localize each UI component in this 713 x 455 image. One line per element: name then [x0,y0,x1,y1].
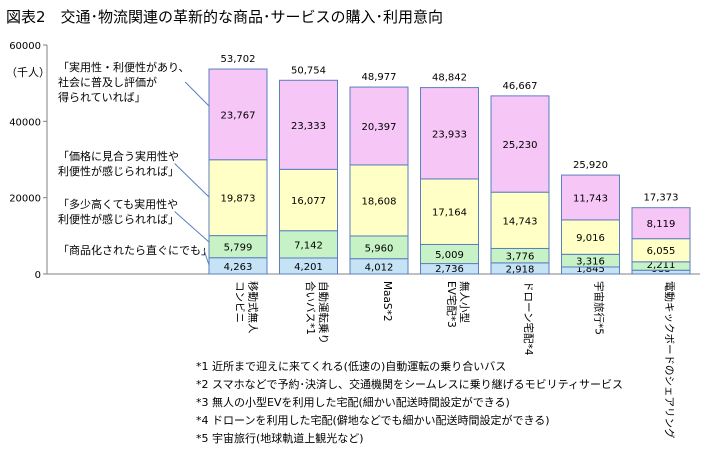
y-axis-unit: （千人） [6,66,50,79]
category-label: EV宅配*3 [445,281,458,328]
data-label: 2,736 [435,264,464,275]
legend-pointer [174,211,210,243]
bar-segment [208,68,268,161]
legend-pointer [203,249,210,266]
legend-label: 「商品化されたら直ぐにでも」 [58,243,212,257]
total-label: 48,842 [432,73,467,84]
data-label: 6,055 [647,246,676,257]
total-label: 46,667 [503,81,538,92]
bar-segment [561,174,620,221]
legend-pointer [174,163,210,198]
total-label: 53,702 [221,54,256,65]
data-label: 3,316 [576,257,605,268]
footnote-5: *5 宇宙旅行(地球軌道上観光など) [196,432,364,445]
category-label: コンビニ [234,281,246,323]
total-label: 25,920 [573,160,608,171]
category-label: 移動式無人 [247,281,260,334]
bar-segment [279,79,338,170]
category-label: 無人小型 [458,281,471,323]
legend-label: 利便性が感じられれば」 [58,212,179,226]
data-label: 5,960 [365,243,394,254]
total-label: 48,977 [362,72,397,83]
data-label: 4,263 [224,262,253,273]
data-label: 7,142 [294,240,323,251]
legend-label: 「実用性・利便性があり、 [58,60,190,74]
category-label: 自動運転乗り [317,281,330,344]
bar-segment [279,230,338,259]
data-label: 16,077 [291,196,326,207]
data-label: 14,743 [503,216,538,227]
category-label: 合いバス*1 [304,281,317,335]
data-label: 17,164 [432,208,467,219]
legend-pointer [184,81,210,107]
legend-label: 利便性が感じられれば」 [58,164,179,178]
bar-segment [490,191,550,249]
data-label: 9,016 [576,233,605,244]
data-label: 8,119 [647,219,676,230]
bar-segment [490,95,550,193]
y-tick-label: 20000 [9,194,41,205]
y-tick-label: 0 [35,270,41,281]
legend-label: 「多少高くても実用性や [58,197,178,211]
legend-label: 社会に普及し評価が [58,75,157,89]
total-label: 50,754 [291,65,326,76]
category-label: 電動キックボードのシェアリング [663,281,676,439]
data-label: 5,799 [224,243,253,254]
data-label: 23,333 [291,121,326,132]
legend-label: 得られていれば」 [58,91,146,104]
category-label: ドローン宅配*4 [522,281,535,356]
data-label: 1,845 [576,264,605,275]
data-label: 19,873 [221,194,256,205]
bar-segment [349,86,409,166]
bar-segment [279,168,338,232]
data-label: 23,933 [432,129,467,140]
bar-segment [420,178,479,245]
bar-segment [631,207,691,240]
data-label: 3,776 [506,252,535,263]
data-label: 11,743 [573,193,608,204]
bar-segment [420,87,479,180]
data-label: 4,012 [365,262,394,273]
legend-label: 「価格に見合う実用性や [58,149,179,163]
category-label: MaaS*2 [381,281,393,322]
data-label: 18,608 [362,196,397,207]
total-label: 17,373 [644,193,679,204]
y-tick-label: 60000 [9,41,41,52]
y-tick-label: 40000 [9,117,41,128]
data-label: 4,201 [294,262,323,273]
data-label: 25,230 [503,140,538,151]
footnote-3: *3 無人の小型EVを利用した宅配(細かい配送時間設定ができる) [196,396,510,409]
data-label: 5,009 [435,250,464,261]
category-label: 宇宙旅行*5 [593,281,606,335]
footnote-1: *1 近所まで迎えに来てくれる(低速の)自動運転の乗り合いバス [196,360,507,373]
data-label: 23,767 [221,110,256,121]
bar-segment [349,164,409,237]
data-label: 2,918 [506,264,535,275]
footnote-4: *4 ドローンを利用した宅配(僻地などでも細かい配送時間設定ができる) [196,414,550,427]
data-label: 2,211 [647,260,676,271]
bar-segment [208,159,268,237]
data-label: 20,397 [362,122,397,133]
footnote-2: *2 スマホなどで予約･決済し、交通機関をシームレスに乗り継げるモビリティサービ… [196,378,623,391]
chart-title: 図表2 交通･物流関連の革新的な商品･サービスの購入･利用意向 [6,8,444,26]
